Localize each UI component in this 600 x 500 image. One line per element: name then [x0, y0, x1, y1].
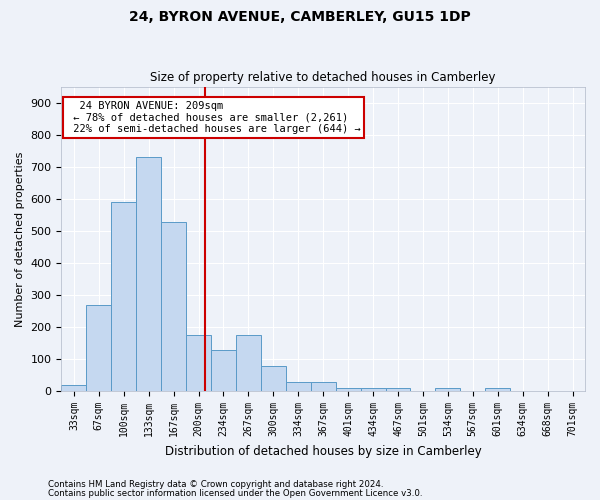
Bar [86, 305, 111, 391]
Bar [111, 202, 136, 391]
Bar [361, 388, 386, 391]
Bar [161, 222, 186, 391]
Bar [136, 158, 161, 391]
Text: Contains HM Land Registry data © Crown copyright and database right 2024.: Contains HM Land Registry data © Crown c… [48, 480, 383, 489]
Bar [436, 388, 460, 391]
Bar [311, 382, 335, 391]
Bar [335, 388, 361, 391]
Bar [261, 366, 286, 391]
Bar [61, 385, 86, 391]
Bar [386, 388, 410, 391]
Text: Contains public sector information licensed under the Open Government Licence v3: Contains public sector information licen… [48, 490, 422, 498]
X-axis label: Distribution of detached houses by size in Camberley: Distribution of detached houses by size … [165, 444, 482, 458]
Bar [485, 388, 510, 391]
Bar [211, 350, 236, 391]
Title: Size of property relative to detached houses in Camberley: Size of property relative to detached ho… [151, 72, 496, 85]
Bar [186, 335, 211, 391]
Text: 24 BYRON AVENUE: 209sqm  
 ← 78% of detached houses are smaller (2,261)
 22% of : 24 BYRON AVENUE: 209sqm ← 78% of detache… [67, 100, 361, 134]
Text: 24, BYRON AVENUE, CAMBERLEY, GU15 1DP: 24, BYRON AVENUE, CAMBERLEY, GU15 1DP [129, 10, 471, 24]
Bar [286, 382, 311, 391]
Y-axis label: Number of detached properties: Number of detached properties [15, 152, 25, 327]
Bar [236, 335, 261, 391]
